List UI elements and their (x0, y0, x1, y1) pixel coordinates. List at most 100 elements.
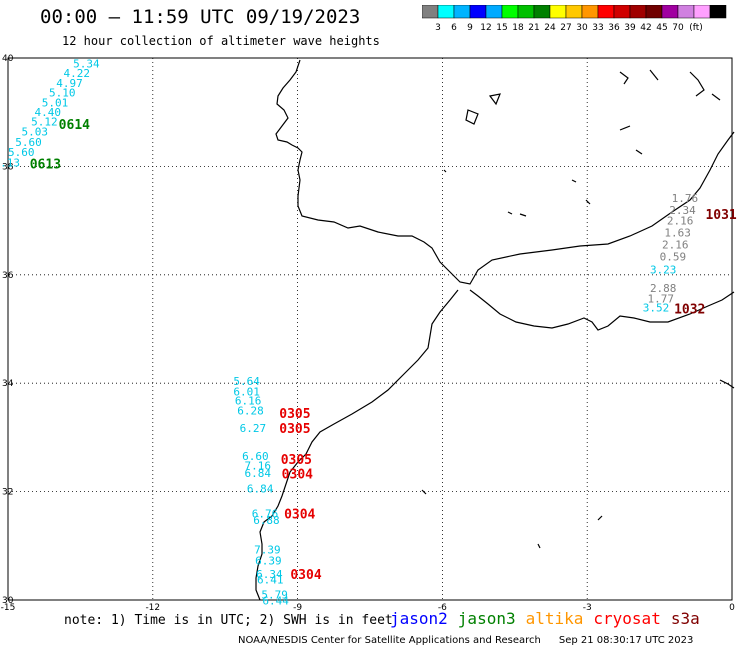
colorbar-unit: (ft) (689, 23, 703, 33)
island-3 (597, 515, 603, 521)
colorbar-label: 12 (480, 23, 491, 33)
swh-value: 5.60 (15, 136, 41, 149)
swh-value: 5.34 (73, 57, 100, 70)
swh-value: 2.88 (650, 282, 677, 295)
swh-value: 6.60 (242, 450, 268, 463)
satellite-legend: jason2 jason3 altika cryosat s3a (390, 609, 710, 628)
swh-value: 6.16 (235, 395, 262, 408)
swh-value: 0.59 (660, 250, 687, 263)
swh-value: 3.52 (643, 301, 670, 314)
lat-lon-grid (8, 58, 732, 600)
swh-value: 6.84 (245, 467, 272, 480)
pass-label: 0304 (290, 568, 321, 583)
pass-label: 0304 (284, 507, 315, 522)
colorbar-label: 70 (672, 23, 684, 33)
colorbar-label: 3 (435, 23, 441, 33)
swh-value: 6.28 (237, 404, 264, 417)
colorbar-label: 9 (467, 23, 473, 33)
legend-jason2: jason2 (390, 609, 448, 628)
map-title: 00:00 – 11:59 UTC 09/19/2023 (40, 6, 361, 28)
swh-value: 7.39 (254, 544, 281, 557)
swh-value: 6.01 (233, 385, 260, 398)
colorbar-label: 6 (451, 23, 457, 33)
swh-value: 6.13 (0, 157, 20, 170)
swh-value: 5.64 (233, 375, 260, 388)
island-10 (711, 93, 721, 101)
swh-value: 1.63 (664, 227, 691, 240)
altimeter-tracks: 5.344.224.975.105.014.405.125.035.605.60… (0, 57, 698, 607)
colorbar-label: 21 (528, 23, 539, 33)
map-subtitle: 12 hour collection of altimeter wave hei… (62, 34, 380, 48)
iberia-coastline (275, 59, 735, 285)
island-12 (635, 149, 643, 155)
footer: NOAA/NESDIS Center for Satellite Applica… (238, 635, 693, 646)
swh-value: 6.34 (256, 568, 283, 581)
swh-value: 6.84 (247, 482, 274, 495)
legend-s3a: s3a (670, 609, 700, 628)
note-text: note: 1) Time is in UTC; 2) SWH is in fe… (64, 613, 393, 628)
island-2 (421, 489, 427, 495)
island-14 (507, 211, 513, 215)
swh-value: 2.16 (667, 215, 694, 228)
swh-colorbar: 3 6 9 12 15 18 21 24 27 30 33 36 39 42 45 70 (ft) (422, 5, 727, 33)
north-africa-coastline (469, 289, 735, 331)
colorbar-label: 27 (560, 23, 571, 33)
pass-label: 0613 (30, 158, 61, 173)
lon-tick-label: -3 (583, 603, 592, 610)
colorbar-label: 30 (576, 23, 588, 33)
island-1 (719, 379, 735, 389)
swh-value: 6.88 (253, 514, 280, 527)
swh-value: 6.39 (255, 554, 282, 567)
morocco-coastline (255, 289, 459, 601)
island-13 (571, 179, 577, 183)
lat-tick-label: 34 (2, 379, 14, 389)
swh-value: 5.01 (42, 96, 69, 109)
swh-value: 4.40 (35, 106, 62, 119)
swh-value: 4.22 (64, 67, 91, 80)
island-9 (689, 71, 705, 97)
island-7 (619, 71, 629, 85)
lon-tick-label: -9 (293, 603, 302, 610)
island-6 (488, 93, 501, 106)
swh-value: 5.60 (8, 146, 35, 159)
swh-value: 2.16 (662, 238, 689, 251)
lat-tick-label: 30 (2, 596, 14, 606)
swh-value: 6.76 (252, 507, 279, 520)
swh-value: 6.44 (262, 595, 289, 608)
pass-label: 1031 (705, 208, 736, 223)
footer-timestamp: Sep 21 08:30:17 UTC 2023 (558, 635, 694, 646)
pass-label: 0305 (279, 407, 310, 422)
swh-value: 5.10 (49, 87, 76, 100)
lon-tick-label: -6 (438, 603, 447, 610)
coastline (255, 59, 735, 601)
axis-tick-labels: -15 -12 -9 -6 -3 0 40 38 36 34 32 30 (1, 54, 735, 610)
legend-cryosat: cryosat (593, 609, 661, 628)
island-4 (537, 543, 541, 549)
pass-label: 0305 (281, 453, 312, 468)
map-frame (7, 57, 733, 601)
swh-value: 2.34 (669, 204, 696, 217)
lon-tick-label: -15 (1, 603, 16, 610)
colorbar-label: 45 (656, 23, 667, 33)
legend-altika: altika (525, 609, 584, 628)
swh-value: 7.16 (245, 460, 271, 473)
island-16 (443, 169, 447, 173)
swh-value: 5.79 (261, 589, 288, 602)
island-17 (585, 199, 591, 205)
footer-credit: NOAA/NESDIS Center for Satellite Applica… (238, 635, 541, 646)
pass-label: 1032 (674, 302, 705, 317)
swh-value: 1.77 (648, 293, 675, 306)
colorbar-label: 39 (624, 23, 636, 33)
pass-label: 0305 (279, 422, 310, 437)
pass-label: 0304 (282, 468, 313, 483)
colorbar-label: 36 (608, 23, 620, 33)
lat-tick-label: 32 (2, 488, 13, 498)
lat-tick-label: 40 (2, 54, 14, 64)
island-8 (649, 69, 659, 81)
lon-tick-label: 0 (729, 603, 735, 610)
swh-value: 3.23 (650, 263, 677, 276)
swh-value: 5.03 (22, 126, 49, 139)
colorbar-label: 18 (512, 23, 524, 33)
swh-value: 4.97 (56, 77, 82, 90)
